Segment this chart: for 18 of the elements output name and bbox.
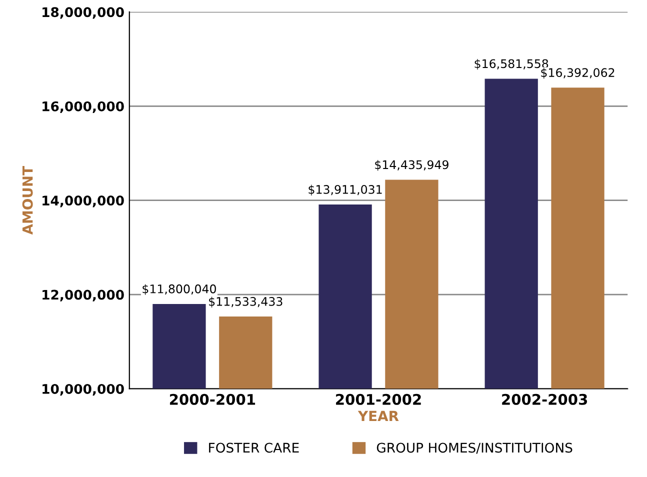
data-label: $14,435,949 [375, 160, 448, 171]
data-label: $16,581,558 [474, 58, 548, 70]
x-axis-title: YEAR [358, 410, 399, 422]
x-tick-label: 2001-2002 [336, 394, 421, 405]
legend-label: FOSTER CARE [209, 442, 299, 453]
data-label: $16,392,062 [541, 68, 614, 79]
data-label: $11,800,040 [142, 284, 216, 295]
y-tick-label: 16,000,000 [42, 101, 124, 114]
data-label: $13,911,031 [308, 184, 382, 196]
x-tick-label: 2002-2003 [502, 394, 588, 405]
data-label: $11,533,433 [209, 296, 282, 308]
y-tick-label: 14,000,000 [42, 196, 124, 208]
legend-label: GROUP HOMES/INSTITUTIONS [376, 442, 572, 454]
y-tick-label: 10,000,000 [42, 384, 124, 396]
y-tick-label: 12,000,000 [42, 290, 124, 302]
x-tick-label: 2000-2001 [170, 394, 256, 405]
y-axis-title: AMOUNT [22, 166, 33, 235]
y-tick-label: 18,000,000 [42, 7, 124, 19]
